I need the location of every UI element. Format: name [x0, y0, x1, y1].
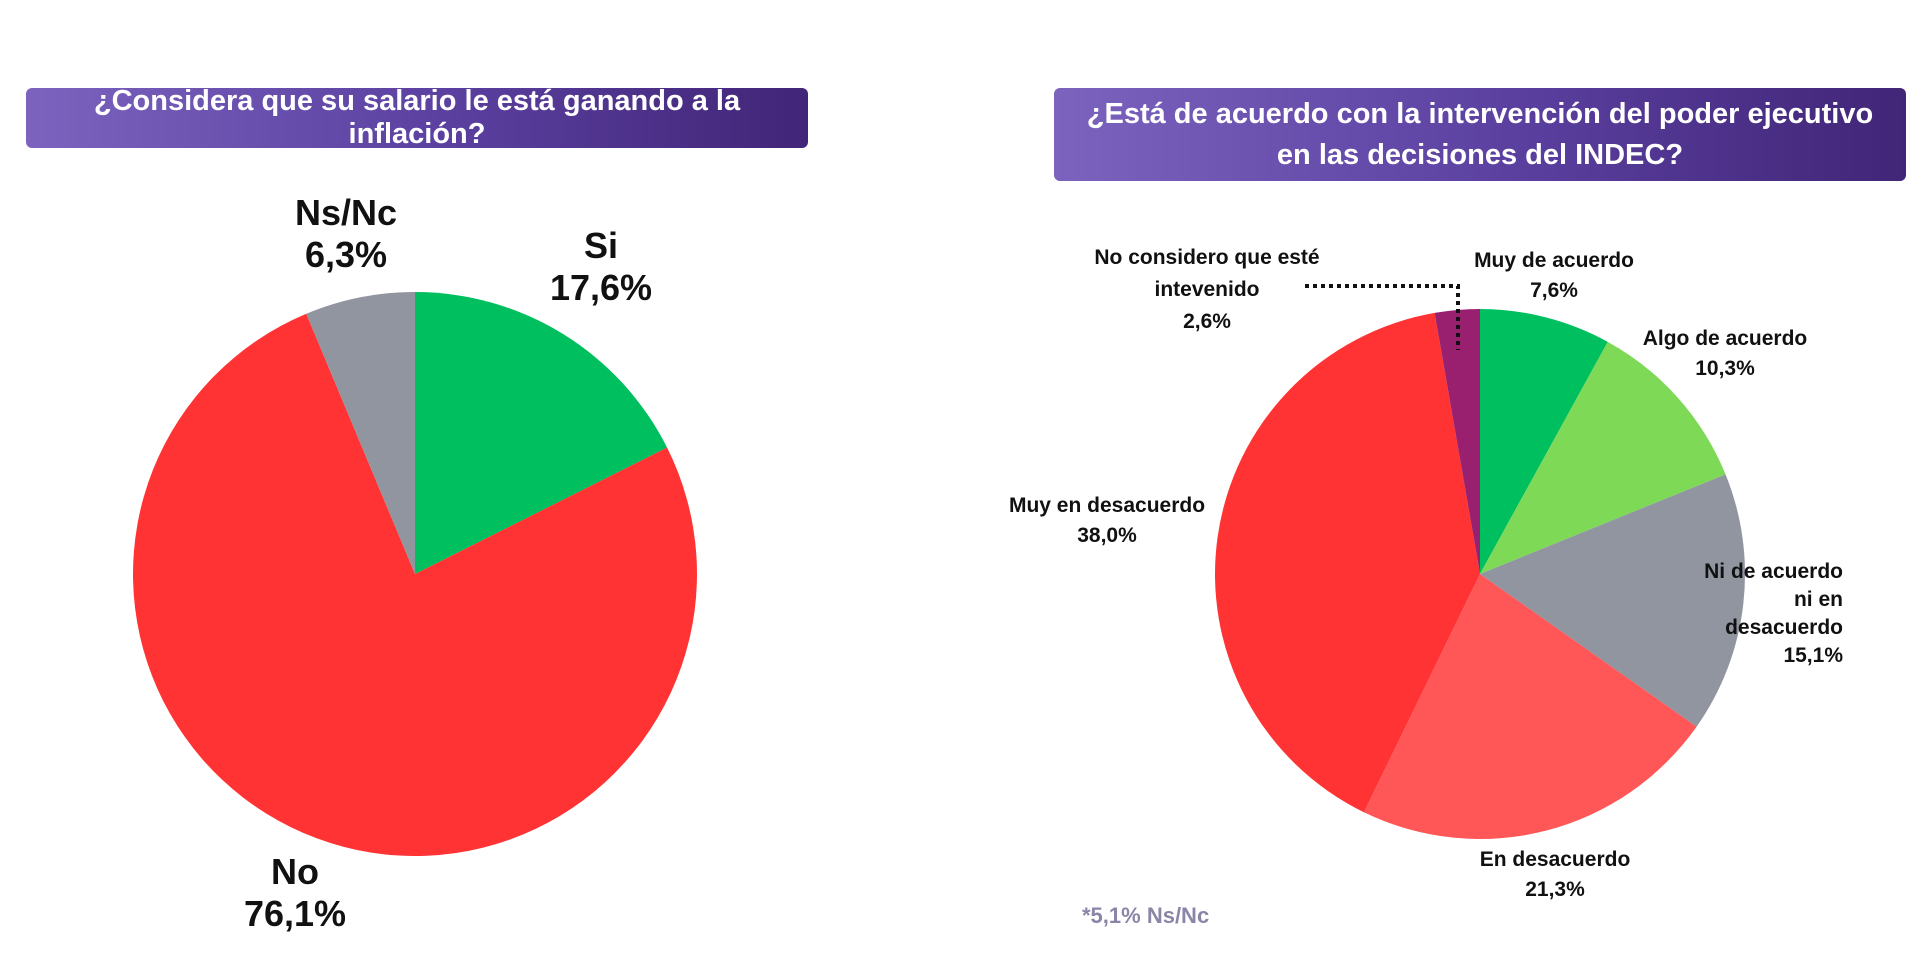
pie-slice-no	[133, 313, 697, 856]
label-muy-de-acuerdo: Muy de acuerdo 7,6%	[1474, 249, 1634, 302]
pie-slice-muy-de-acuerdo	[1480, 309, 1608, 574]
chart1-title: ¿Considera que su salario le está ganand…	[26, 85, 808, 150]
label-si: Si 17,6%	[550, 225, 652, 308]
label-no-considero: No considero que esté intevenido 2,6%	[1094, 246, 1319, 333]
pie-slice-no-considero-que-este-intevenido	[1434, 309, 1480, 574]
label-no: No 76,1%	[244, 851, 346, 934]
pie-slice-en-desacuerdo	[1363, 574, 1697, 839]
pie-slice-si	[415, 292, 668, 574]
label-en-desacuerdo: En desacuerdo 21,3%	[1480, 848, 1631, 901]
pie-slice-muy-en-desacuerdo	[1214, 312, 1480, 813]
label-muy-en-desacuerdo: Muy en desacuerdo 38,0%	[1009, 494, 1205, 547]
chart2-title: ¿Está de acuerdo con la intervención del…	[1054, 88, 1906, 181]
pie-slice-algo-de-acuerdo	[1480, 341, 1726, 574]
footnote-nsnc: *5,1% Ns/Nc	[1082, 903, 1210, 928]
label-ni-de-acuerdo: Ni de acuerdo ni en desacuerdo 15,1%	[1704, 560, 1843, 667]
pie-slice-ni-de-acuerdo-ni-en-desacuerdo	[1480, 474, 1745, 727]
label-algo-de-acuerdo: Algo de acuerdo 10,3%	[1643, 327, 1808, 380]
leader-line-no-considero	[1305, 284, 1460, 350]
label-nsnc: Ns/Nc 6,3%	[295, 192, 397, 275]
pie-slice-ns-nc	[306, 292, 415, 574]
